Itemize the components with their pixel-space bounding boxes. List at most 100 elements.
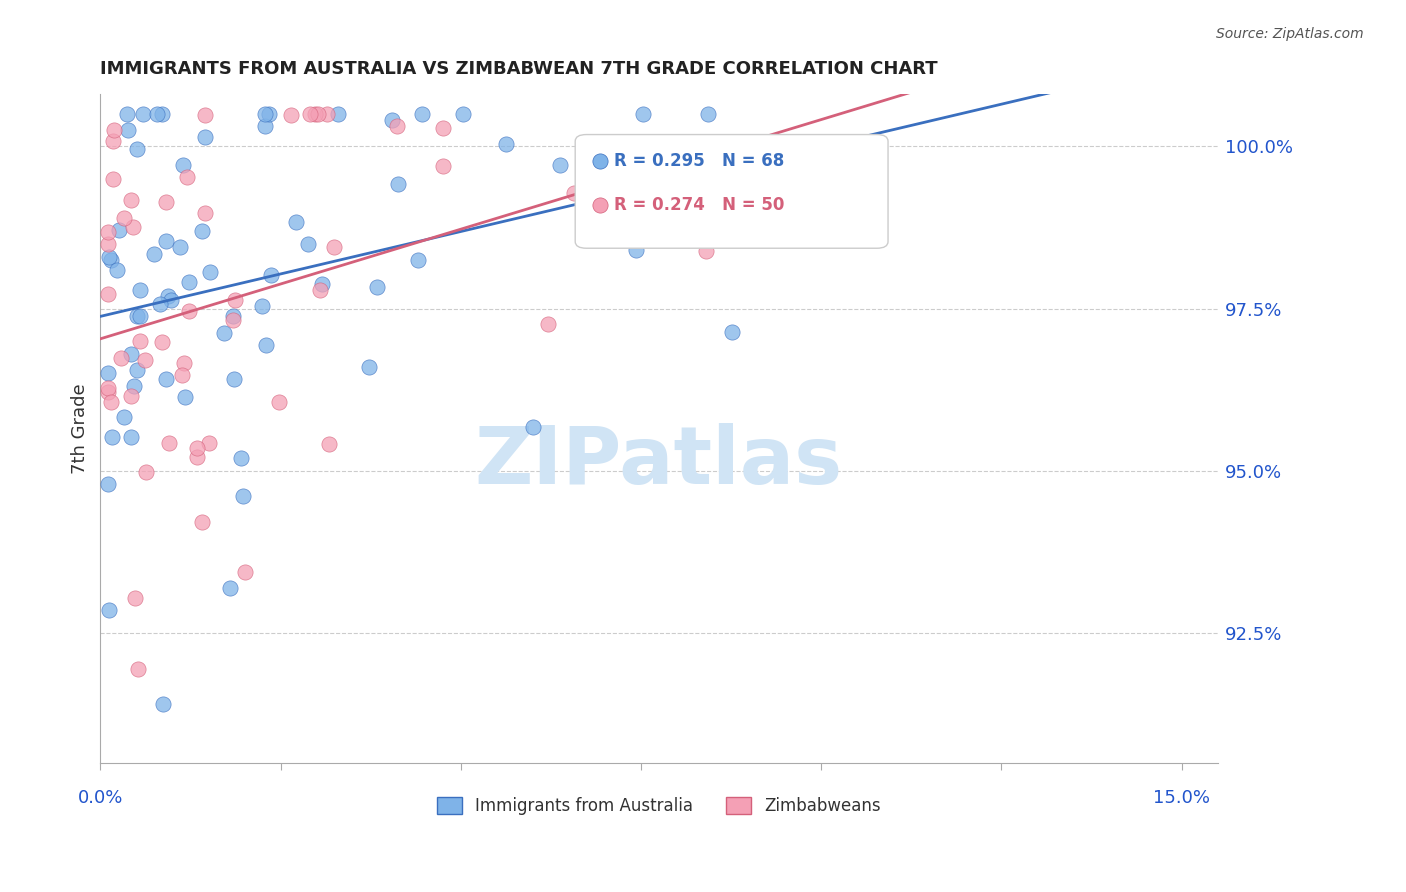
Point [432,121,454,136]
Point [695,244,717,259]
Point [97,287,120,301]
Point [562,186,585,201]
Text: R = 0.274   N = 50: R = 0.274 N = 50 [614,195,785,214]
Point [304,107,326,121]
Point [231,451,253,466]
Point [156,289,179,303]
Point [105,263,128,277]
Point [257,107,280,121]
Point [124,591,146,606]
Point [631,107,654,121]
Point [110,351,132,366]
Point [408,252,430,267]
Point [221,309,243,323]
Point [326,107,349,121]
Point [135,465,157,479]
Point [194,129,217,144]
Point [222,313,245,327]
Point [253,107,276,121]
Point [548,158,571,172]
Point [97,367,120,381]
Point [97,381,120,395]
Point [103,123,125,137]
Point [366,280,388,294]
Point [720,326,742,340]
Point [219,581,242,595]
Point [595,198,617,212]
Point [125,309,148,323]
Text: R = 0.295   N = 68: R = 0.295 N = 68 [614,153,785,170]
Point [155,194,177,209]
Point [173,356,195,370]
Point [112,211,135,225]
Point [143,247,166,261]
Point [128,309,150,323]
Point [172,158,194,172]
Point [174,390,197,404]
Point [260,268,283,282]
Point [224,293,246,307]
Point [103,134,125,148]
Text: 15.0%: 15.0% [1153,789,1211,807]
Y-axis label: 7th Grade: 7th Grade [72,384,89,474]
Legend: Immigrants from Australia, Zimbabweans: Immigrants from Australia, Zimbabweans [430,790,889,822]
Point [718,194,741,208]
Point [177,304,200,318]
Point [411,107,433,121]
Point [157,436,180,450]
Point [97,225,120,239]
Point [117,123,139,137]
Point [253,120,276,134]
Point [194,206,217,220]
Point [125,142,148,156]
Point [307,107,329,121]
Point [101,172,124,186]
Point [432,159,454,173]
Point [309,283,332,297]
Point [132,107,155,121]
Point [198,265,221,279]
Point [197,436,219,450]
Point [150,107,173,121]
Point [318,437,340,451]
Point [155,234,177,248]
Point [100,253,122,268]
Point [359,360,381,375]
Point [129,334,152,348]
Point [626,243,648,257]
Point [122,379,145,393]
Point [120,347,142,361]
Point [149,297,172,311]
Point [232,489,254,503]
Point [129,283,152,297]
Point [311,277,333,292]
Point [696,107,718,121]
Point [298,107,321,121]
Point [387,178,409,192]
Point [112,410,135,425]
Text: Source: ZipAtlas.com: Source: ZipAtlas.com [1216,27,1364,41]
FancyBboxPatch shape [575,135,889,248]
Point [224,372,246,386]
Point [323,240,346,254]
Point [191,224,214,238]
Point [97,250,120,264]
Point [212,326,235,340]
Text: ZIPatlas: ZIPatlas [475,423,844,501]
Point [186,450,208,465]
Point [267,395,290,409]
Point [537,318,560,332]
Point [155,372,177,386]
Point [250,299,273,313]
Point [101,430,124,444]
Point [177,275,200,289]
Point [146,107,169,121]
Point [150,334,173,349]
Point [190,515,212,529]
Point [280,108,302,122]
Point [169,239,191,253]
Point [127,363,149,377]
Point [100,395,122,409]
Text: 0.0%: 0.0% [77,789,124,807]
Point [233,565,256,579]
